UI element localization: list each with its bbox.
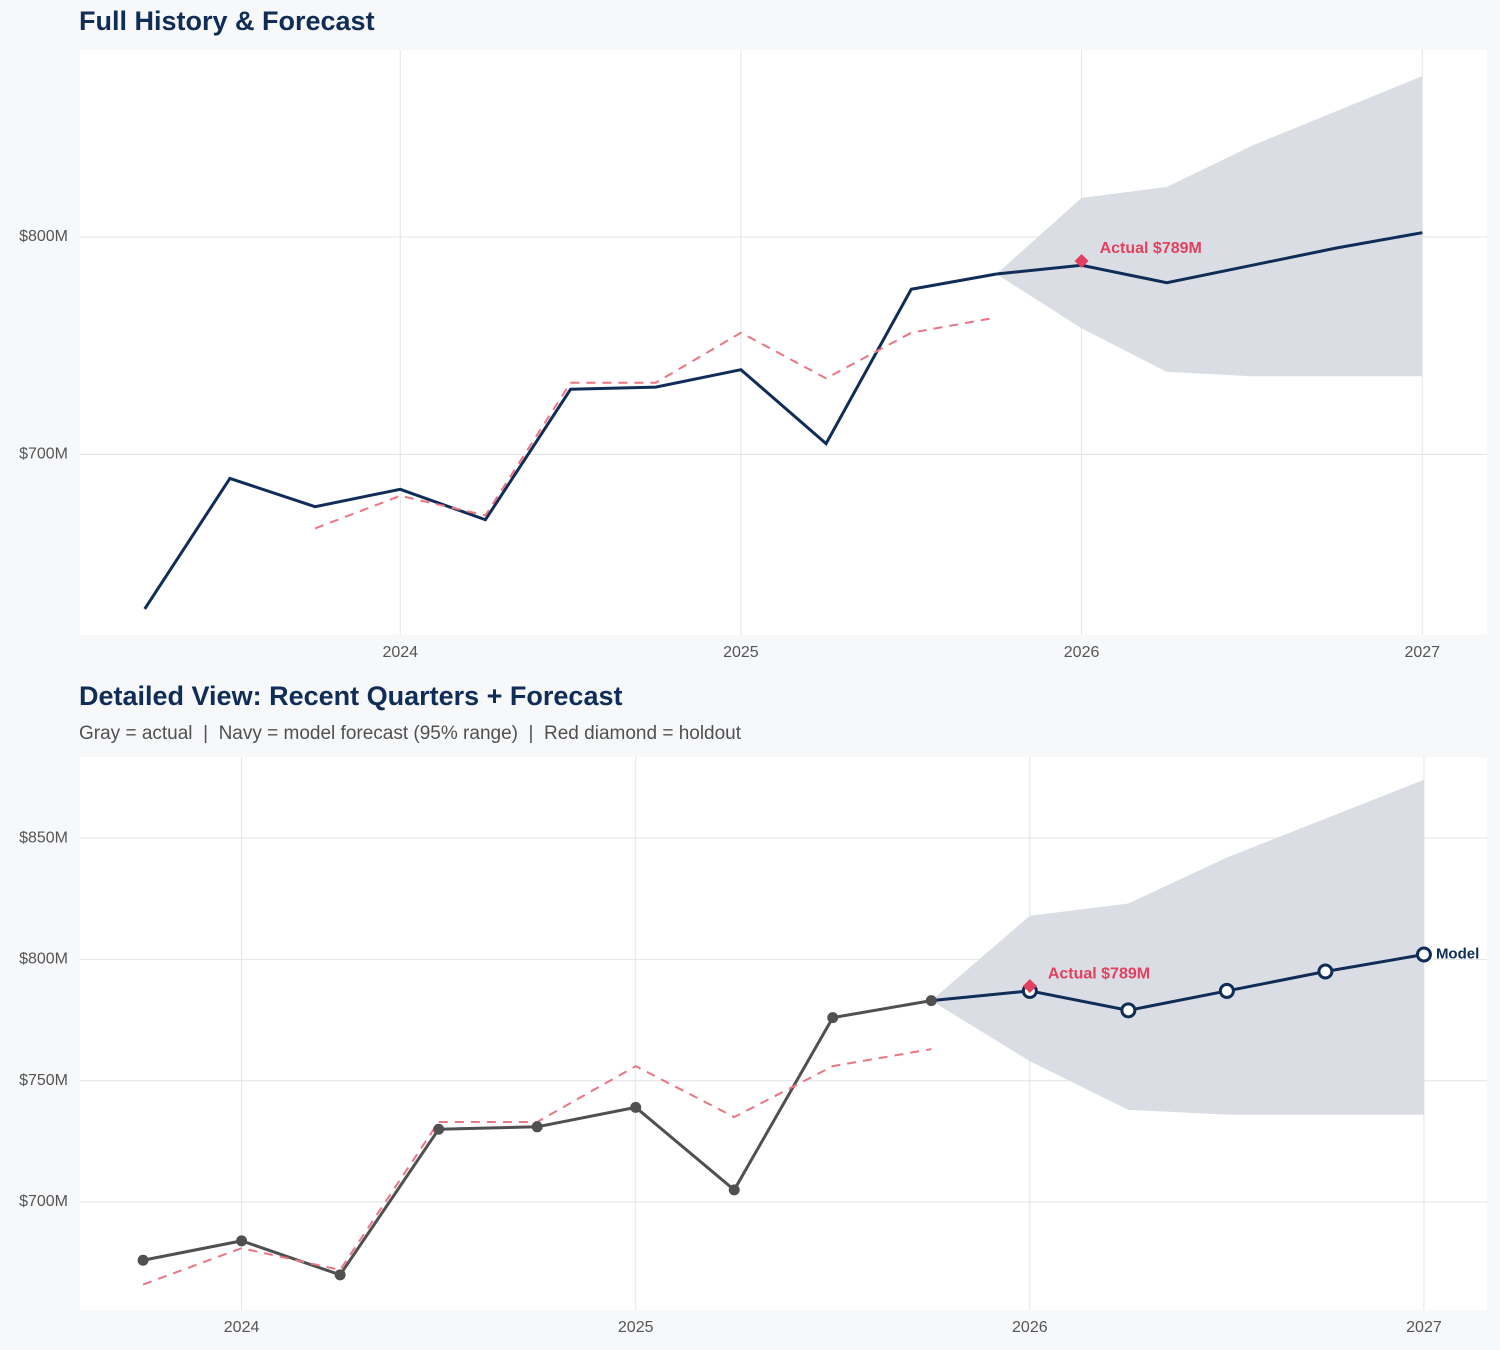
point [137,1254,149,1266]
forecast-band [996,76,1423,377]
forecast-band [931,779,1424,1115]
holdout-marker [1022,979,1037,994]
chart-title: Detailed View: Recent Quarters + Forecas… [79,681,622,711]
x-tick-label: 2027 [1404,644,1440,661]
point [1317,963,1334,980]
point [925,995,937,1007]
point [334,1269,346,1281]
point [531,1121,543,1133]
point [728,1184,740,1196]
y-tick-label: $700M [19,446,68,463]
point [236,1235,248,1247]
holdout-marker [1074,253,1089,268]
y-tick-label: $850M [19,829,68,846]
series-line [996,231,1423,285]
point [433,1123,445,1135]
y-tick-label: $750M [19,1072,68,1089]
point [1218,982,1235,999]
holdout-label: Actual $789M [1100,240,1202,257]
series-label: Model [1436,945,1479,962]
x-tick-label: 2027 [1406,1319,1442,1336]
holdout-label: Actual $789M [1048,965,1150,982]
y-tick-label: $700M [19,1193,68,1210]
point [630,1101,642,1113]
point [1415,946,1432,963]
chart-subtitle: Gray = actual | Navy = model forecast (9… [79,723,742,744]
chart-title: Full History & Forecast [79,6,375,36]
x-tick-label: 2026 [1012,1319,1048,1336]
x-tick-label: 2026 [1064,644,1100,661]
x-tick-label: 2025 [723,644,759,661]
x-tick-label: 2024 [382,644,418,661]
point [827,1012,839,1024]
x-tick-label: 2024 [224,1319,260,1336]
series-line [314,316,997,530]
x-tick-label: 2025 [618,1319,654,1336]
y-tick-label: $800M [19,951,68,968]
y-tick-label: $800M [19,228,68,245]
series-line [143,272,997,610]
series-line [931,953,1425,1012]
point [1120,1002,1137,1019]
